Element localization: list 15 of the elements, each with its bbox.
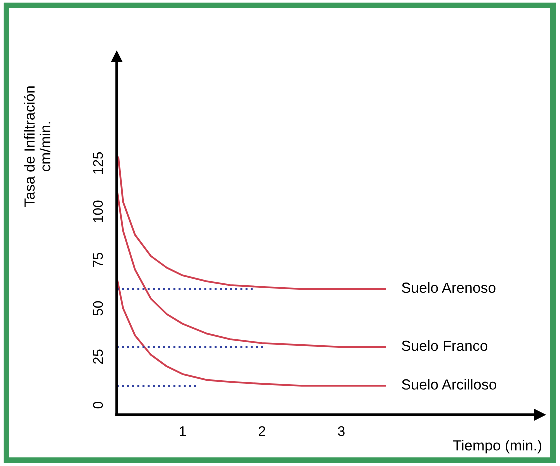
x-tick-label: 3: [338, 426, 345, 436]
x-tick-label: 2: [259, 426, 266, 436]
series-label: Suelo Arenoso: [402, 282, 496, 294]
y-axis-title: Tasa de Infiltración cm/min.: [24, 86, 51, 207]
series-label: Suelo Arcilloso: [402, 379, 496, 390]
y-tick-label: 100: [93, 200, 104, 222]
x-axis-title: Tiempo (min.): [453, 440, 542, 454]
y-tick-label: 50: [93, 301, 104, 316]
line-series: [118, 156, 386, 290]
series-label: Suelo Franco: [402, 340, 488, 352]
y-tick-label: 75: [93, 253, 104, 268]
y-tick-label: 0: [93, 402, 104, 409]
y-tick-label: 25: [93, 350, 104, 364]
y-tick-label: 125: [93, 152, 104, 174]
x-tick-label: 1: [180, 426, 186, 436]
